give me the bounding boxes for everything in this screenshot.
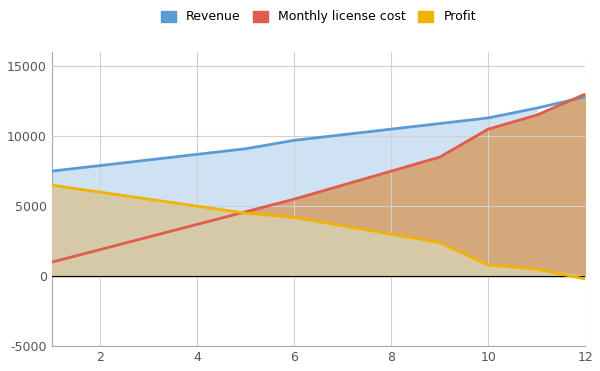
Legend: Revenue, Monthly license cost, Profit: Revenue, Monthly license cost, Profit [156, 6, 481, 29]
